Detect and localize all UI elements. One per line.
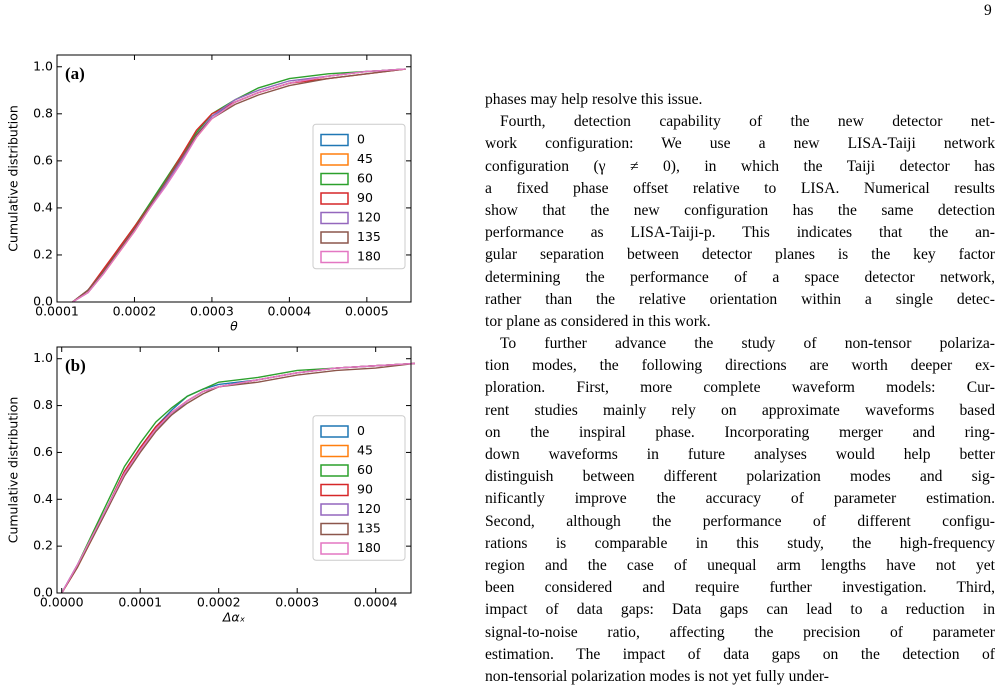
text-line: a fixed phase offset relative to LISA. N… [485, 179, 995, 197]
text-line: nificantly improve the accuracy of param… [485, 490, 995, 508]
legend-label: 60 [357, 171, 373, 186]
legend-swatch [320, 542, 349, 555]
text-line: performance as LISA-Taiji-p. This indica… [485, 224, 995, 242]
text-line: work configuration: We use a new LISA-Ta… [485, 135, 995, 153]
cdf-line [72, 68, 406, 303]
legend-label: 45 [357, 443, 373, 458]
y-tick-label: 0.4 [33, 491, 53, 506]
legend-label: 0 [357, 423, 365, 438]
text-line: impact of data gaps: Data gaps can lead … [485, 601, 995, 619]
x-tick-label: 0.0003 [275, 595, 319, 610]
legend-label: 180 [357, 540, 381, 555]
x-tick-label: 0.0001 [35, 304, 79, 319]
legend-swatch [320, 133, 349, 147]
legend-swatch [320, 250, 349, 264]
x-tick-label: 0.0003 [190, 304, 234, 319]
x-tick-label: 0.0004 [268, 304, 312, 319]
figure: 0.00.20.40.60.81.00.0001 0.0002 0.0003 0.00… [6, 54, 416, 625]
legend-label: 0 [357, 132, 365, 147]
x-tick-label: 0.0005 [345, 304, 389, 319]
legend-swatch [320, 464, 349, 477]
text-line: been considered and require further inve… [485, 579, 995, 597]
x-axis-label: Δαₓ [222, 610, 246, 625]
page: {"page_number": "9", "chart_data": [ {"t… [5, 2, 995, 685]
y-tick-label: 0.8 [33, 397, 53, 412]
legend-label: 60 [357, 462, 373, 477]
text-line: show that the new configuration has the … [485, 201, 995, 219]
y-tick-label: 0.2 [33, 246, 53, 261]
text-line: down waveforms in future analyses would … [485, 446, 995, 463]
text-line: configuration (γ ≠ 0), in which the Taij… [485, 157, 995, 175]
text-line: gular separation between detector planes… [485, 246, 995, 264]
legend-label: 90 [357, 190, 373, 205]
y-axis-label: Cumulative distribution [6, 397, 21, 544]
text-line: ploration. First, more complete waveform… [485, 379, 995, 397]
legend-label: 135 [357, 521, 381, 536]
x-tick-label: 0.0002 [197, 595, 241, 610]
x-axis-label: θ [230, 319, 238, 334]
y-tick-label: 1.0 [33, 350, 53, 365]
text-line: To further advance the study of non-tens… [500, 335, 995, 353]
legend-swatch [320, 211, 349, 225]
text-line: tion modes, the following directions are… [485, 357, 995, 375]
legend-label: 180 [357, 249, 381, 264]
y-tick-label: 0.8 [33, 105, 53, 120]
x-tick-label: 0.0004 [354, 595, 398, 610]
y-tick-label: 0.6 [33, 152, 53, 167]
text-line: on the inspiral phase. Incorporating mer… [485, 423, 995, 441]
text-line: region and the case of unequal arm lengt… [485, 556, 995, 574]
legend-swatch [320, 153, 349, 166]
legend-label: 120 [357, 210, 381, 225]
legend-swatch [320, 425, 349, 438]
x-tick-label: 0.0002 [113, 304, 157, 319]
x-tick-label: 0.0001 [118, 595, 162, 610]
legend-label: 90 [357, 482, 373, 497]
y-tick-label: 0.6 [33, 444, 53, 459]
legend-label: 45 [357, 151, 373, 166]
axes-frame [56, 54, 412, 303]
text-line: rather than the relative orientation wit… [485, 290, 995, 308]
cdf-line [61, 362, 415, 594]
cdf-line [72, 68, 406, 303]
y-tick-label: 1.0 [33, 58, 53, 73]
text-column: phases may help resolve this issue. Fourt… [485, 89, 995, 688]
panel-label: (a) [65, 64, 85, 83]
legend-swatch [320, 231, 349, 244]
legend-swatch [320, 172, 349, 186]
text-line: estimation. The impact of data gaps on t… [485, 645, 995, 663]
legend-label: 120 [357, 501, 381, 516]
y-tick-label: 0.0 [33, 294, 53, 309]
legend-label: 135 [357, 229, 381, 244]
text-line: signal-to-noise ratio, affecting the pre… [485, 623, 995, 641]
text-line: phases may help resolve this issue. [485, 91, 703, 108]
text-line: Fourth, detection capability of the new … [500, 113, 995, 131]
text-line: determining the performance of a space d… [485, 268, 995, 286]
cdf-line [72, 68, 406, 303]
panel-label: (b) [65, 356, 86, 375]
text-line: rent studies mainly rely on approximate … [485, 401, 995, 419]
cdf-line [61, 362, 416, 594]
legend-swatch [320, 444, 349, 458]
axes-frame [56, 346, 412, 594]
page-number: 9 [984, 2, 992, 19]
text-line: non-tensorial polarization modes is not … [485, 667, 829, 685]
y-tick-label: 0.2 [33, 538, 53, 553]
text-line: rations is comparable in this study, the… [485, 534, 995, 552]
y-axis-label: Cumulative distribution [6, 105, 21, 252]
y-tick-label: 0.0 [33, 585, 53, 600]
text-line: Second, although the performance of diff… [485, 512, 995, 530]
legend-swatch [320, 483, 349, 497]
legend-swatch [320, 522, 349, 536]
legend-swatch [320, 503, 349, 516]
text-line: tor plane as considered in this work. [485, 312, 711, 330]
legend-swatch [320, 192, 349, 205]
cdf-line [61, 362, 415, 594]
x-tick-label: 0.0000 [40, 595, 84, 610]
text-line: distinguish between different polarizati… [485, 468, 995, 486]
y-tick-label: 0.4 [33, 199, 53, 214]
